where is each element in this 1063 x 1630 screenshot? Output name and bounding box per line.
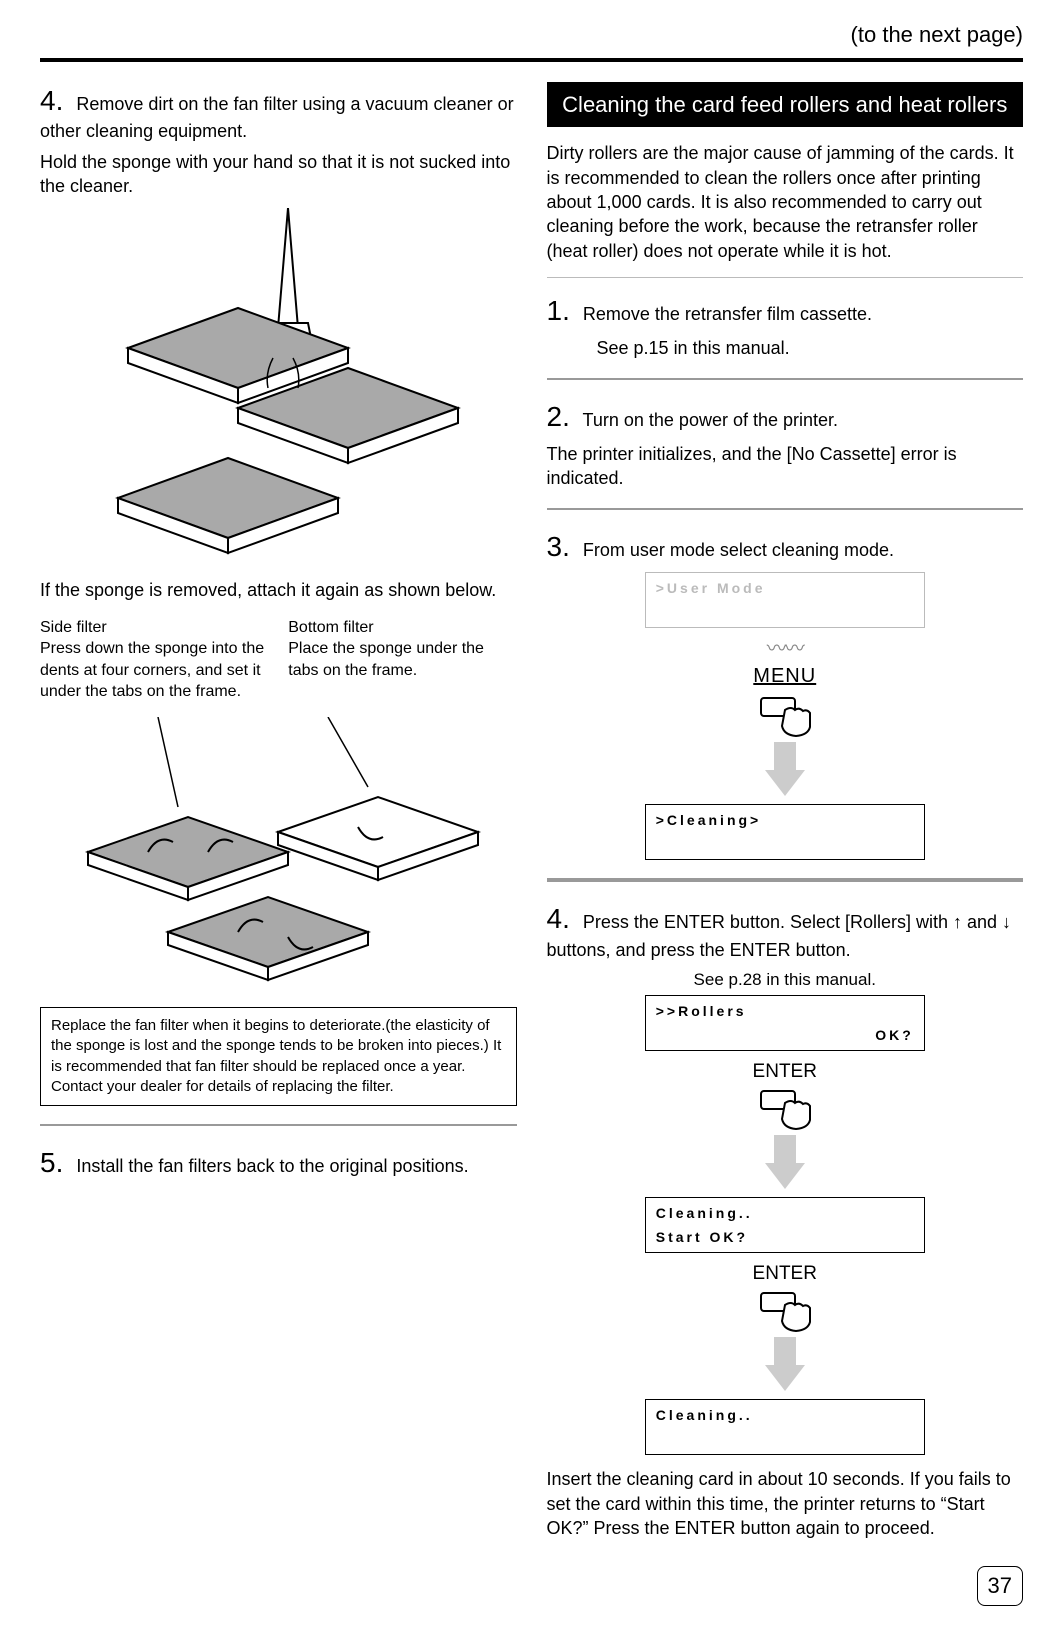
enter-press-stack-2: ENTER [547, 1261, 1024, 1391]
left-step4-body: Hold the sponge with your hand so that i… [40, 150, 517, 199]
right-sep-1 [547, 378, 1024, 380]
right-intro: Dirty rollers are the major cause of jam… [547, 141, 1024, 262]
press-button-icon [755, 692, 815, 738]
lcd-cleaning-final: Cleaning.. [645, 1399, 925, 1455]
right-step1-num: 1. [547, 295, 570, 326]
lcd-cleaning-text: >Cleaning> [656, 812, 761, 828]
wave-icon: 〰〰 [547, 636, 1024, 663]
right-step1-see: See p.15 in this manual. [597, 336, 1024, 360]
right-final-para: Insert the cleaning card in about 10 sec… [547, 1467, 1024, 1540]
arrow-stem-2 [774, 1135, 796, 1163]
left-step4-head: 4. Remove dirt on the fan filter using a… [40, 82, 517, 144]
side-filter-title: Side filter [40, 617, 268, 639]
right-step1-head: 1. Remove the retransfer film cassette. [547, 292, 1024, 330]
arrow-stem-1 [774, 742, 796, 770]
replace-filter-boxed-note: Replace the fan filter when it begins to… [40, 1007, 517, 1106]
right-step3-text: From user mode select cleaning mode. [583, 540, 894, 560]
right-step2-head: 2. Turn on the power of the printer. [547, 398, 1024, 436]
lcd-user-mode: >User Mode [645, 572, 925, 628]
right-step3-num: 3. [547, 531, 570, 562]
enter-label-2: ENTER [547, 1261, 1024, 1287]
enter-label-1: ENTER [547, 1059, 1024, 1085]
right-sep-0 [547, 277, 1024, 278]
lcd-user-mode-text: >User Mode [656, 580, 766, 596]
left-sep-1 [40, 1124, 517, 1126]
section-header-cleaning-rollers: Cleaning the card feed rollers and heat … [547, 82, 1024, 128]
left-step4-num: 4. [40, 85, 63, 116]
lcd-cleaning-menu: >Cleaning> [645, 804, 925, 860]
right-step4-head: 4. Press the ENTER button. Select [Rolle… [547, 900, 1024, 962]
left-step5-num: 5. [40, 1147, 63, 1178]
right-step4-num: 4. [547, 903, 570, 934]
arrow-down-3 [765, 1365, 805, 1391]
lcd-start-ok: Cleaning.. Start OK? [645, 1197, 925, 1253]
lcd-start-l2: Start OK? [656, 1228, 748, 1247]
right-step4-text: Press the ENTER button. Select [Rollers]… [547, 912, 1012, 960]
to-next-page-note: (to the next page) [40, 20, 1023, 50]
right-sep-3 [547, 878, 1024, 882]
lcd-start-l1: Cleaning.. [656, 1205, 753, 1221]
arrow-stem-3 [774, 1337, 796, 1365]
arrow-down-2 [765, 1163, 805, 1189]
press-button-icon-2 [755, 1085, 815, 1131]
sponge-removed-note: If the sponge is removed, attach it agai… [40, 578, 517, 602]
right-step2-body: The printer initializes, and the [No Cas… [547, 442, 1024, 491]
filter-reattach-illustration [68, 717, 488, 997]
left-step5-head: 5. Install the fan filters back to the o… [40, 1144, 517, 1182]
right-column: Cleaning the card feed rollers and heat … [547, 82, 1024, 1551]
lcd-rollers: >>Rollers OK? [645, 995, 925, 1051]
top-rule [40, 58, 1023, 62]
right-step3-head: 3. From user mode select cleaning mode. [547, 528, 1024, 566]
menu-label: MENU [547, 663, 1024, 690]
lcd-final-text: Cleaning.. [656, 1407, 753, 1423]
left-step4-text: Remove dirt on the fan filter using a va… [40, 94, 514, 142]
right-step1-text: Remove the retransfer film cassette. [583, 304, 872, 324]
lcd-rollers-l1: >>Rollers [656, 1003, 747, 1019]
side-filter-body: Press down the sponge into the dents at … [40, 638, 268, 703]
vacuum-filter-illustration [88, 208, 468, 568]
lcd-rollers-l2: OK? [875, 1026, 914, 1045]
left-step5-text: Install the fan filters back to the orig… [76, 1156, 468, 1176]
right-sep-2 [547, 508, 1024, 510]
bottom-filter-body: Place the sponge under the tabs on the f… [288, 638, 516, 681]
filter-notes-row: Side filter Press down the sponge into t… [40, 617, 517, 703]
arrow-down-1 [765, 770, 805, 796]
menu-press-stack: 〰〰 MENU [547, 636, 1024, 796]
enter-press-stack-1: ENTER [547, 1059, 1024, 1189]
bottom-filter-title: Bottom filter [288, 617, 516, 639]
right-step2-text: Turn on the power of the printer. [583, 410, 838, 430]
left-column: 4. Remove dirt on the fan filter using a… [40, 82, 517, 1551]
page-number: 37 [977, 1566, 1023, 1606]
right-step4-see: See p.28 in this manual. [547, 969, 1024, 992]
side-filter-note: Side filter Press down the sponge into t… [40, 617, 268, 703]
press-button-icon-3 [755, 1287, 815, 1333]
two-column-layout: 4. Remove dirt on the fan filter using a… [40, 82, 1023, 1551]
bottom-filter-note: Bottom filter Place the sponge under the… [288, 617, 516, 703]
right-step2-num: 2. [547, 401, 570, 432]
